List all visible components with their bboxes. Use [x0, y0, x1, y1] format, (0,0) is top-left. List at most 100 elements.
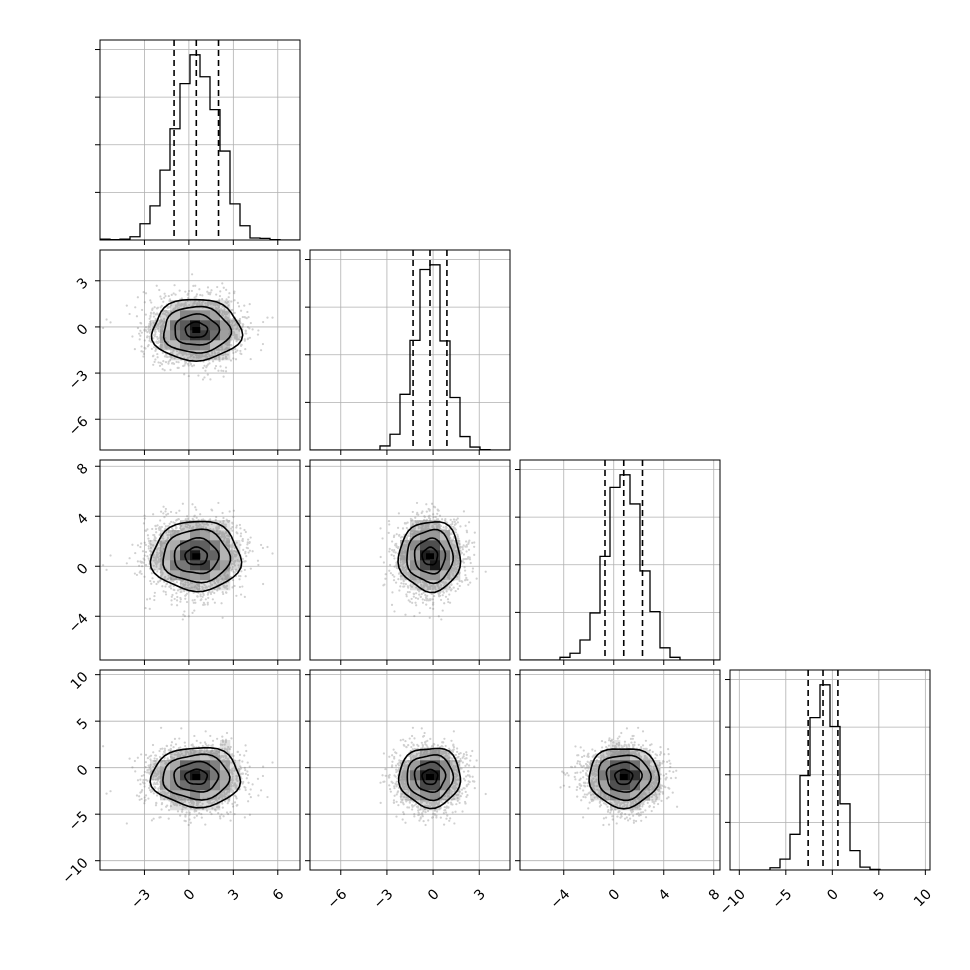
scatter-point [416, 521, 420, 524]
scatter-point [425, 603, 428, 606]
scatter-point [217, 347, 220, 350]
scatter-point [172, 362, 175, 365]
scatter-point [442, 750, 446, 753]
scatter-point [454, 779, 457, 782]
scatter-point [426, 805, 429, 808]
scatter-point [181, 805, 185, 808]
scatter-point [195, 293, 199, 296]
scatter-point [208, 590, 211, 593]
y-tick-label: 4 [74, 511, 92, 529]
scatter-point [459, 551, 462, 554]
scatter-point [146, 534, 150, 537]
scatter-point [143, 796, 146, 799]
scatter-point [196, 526, 199, 529]
scatter-point [256, 777, 260, 780]
scatter-point [456, 799, 459, 803]
scatter-point [172, 580, 175, 583]
scatter-point [245, 777, 248, 780]
scatter-point [449, 540, 453, 544]
scatter-point [655, 781, 658, 784]
scatter-point [220, 346, 223, 349]
scatter-point [427, 588, 430, 591]
density-cell [210, 530, 221, 541]
scatter-point [420, 583, 423, 587]
scatter-point [188, 587, 191, 590]
density-cell [210, 340, 221, 351]
scatter-point [157, 325, 160, 328]
scatter-point [197, 356, 200, 359]
scatter-point [147, 329, 151, 333]
scatter-point [388, 755, 391, 758]
scatter-point [235, 337, 238, 340]
scatter-point [640, 797, 643, 800]
scatter-point [155, 325, 158, 328]
scatter-point [164, 294, 167, 298]
scatter-point [436, 524, 439, 528]
scatter-point [434, 523, 438, 526]
density-cell [220, 780, 231, 791]
contour-line [413, 761, 447, 794]
scatter-point [424, 524, 427, 528]
scatter-point [183, 754, 186, 758]
scatter-point [429, 737, 432, 741]
scatter-point [426, 809, 430, 813]
scatter-point [194, 601, 197, 604]
scatter-point [433, 750, 436, 754]
scatter-point [159, 553, 162, 556]
scatter-point [227, 537, 230, 541]
scatter-point [201, 744, 204, 748]
scatter-point [453, 781, 456, 784]
scatter-point [420, 511, 423, 515]
scatter-point [431, 751, 434, 754]
density-cell [640, 790, 651, 801]
scatter-point [153, 533, 156, 537]
scatter-point [140, 331, 143, 334]
scatter-point [190, 744, 193, 747]
scatter-point [222, 533, 225, 536]
scatter-point [148, 607, 151, 610]
scatter-point [451, 750, 454, 754]
scatter-point [207, 596, 210, 600]
scatter-point [182, 351, 185, 354]
scatter-point [238, 523, 242, 527]
scatter-point [223, 795, 226, 798]
scatter-point [211, 807, 214, 810]
scatter-point [151, 355, 155, 358]
scatter-point [200, 748, 203, 751]
scatter-point [445, 530, 448, 533]
scatter-point [404, 772, 407, 775]
scatter-point [194, 585, 197, 588]
scatter-point [453, 768, 456, 771]
scatter-point [234, 358, 238, 361]
scatter-point [426, 527, 430, 530]
scatter-point [450, 790, 453, 793]
scatter-point [160, 544, 163, 547]
scatter-point [271, 761, 274, 764]
scatter-point [411, 510, 414, 514]
scatter-point [642, 790, 645, 793]
contour-line [174, 313, 221, 346]
scatter-point [224, 575, 227, 578]
scatter-point [428, 585, 431, 588]
scatter-point [447, 600, 450, 604]
scatter-point [218, 355, 221, 358]
scatter-point [412, 754, 415, 757]
scatter-point [160, 324, 163, 328]
scatter-point [178, 351, 181, 354]
scatter-point [191, 273, 194, 276]
scatter-point [397, 764, 401, 767]
scatter-point [409, 756, 413, 759]
scatter-point [206, 363, 210, 366]
scatter-point [433, 813, 436, 816]
scatter-point [204, 523, 208, 526]
scatter-point [422, 820, 425, 823]
scatter-point [169, 805, 173, 808]
scatter-point [174, 797, 177, 800]
scatter-point [231, 543, 234, 547]
scatter-point [160, 559, 163, 563]
density-cell [150, 560, 161, 571]
scatter-point [157, 327, 160, 330]
scatter-point [425, 744, 428, 747]
scatter-point [190, 581, 194, 584]
scatter-point [231, 791, 234, 794]
